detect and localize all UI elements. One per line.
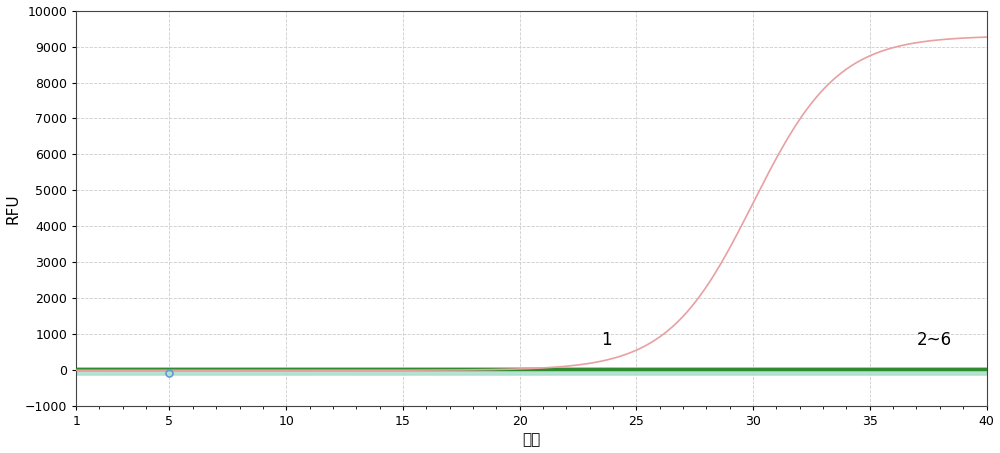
X-axis label: 循环: 循环 xyxy=(522,433,540,448)
Text: 2~6: 2~6 xyxy=(916,331,952,349)
Text: 1: 1 xyxy=(601,331,612,349)
Y-axis label: RFU: RFU xyxy=(6,193,21,224)
